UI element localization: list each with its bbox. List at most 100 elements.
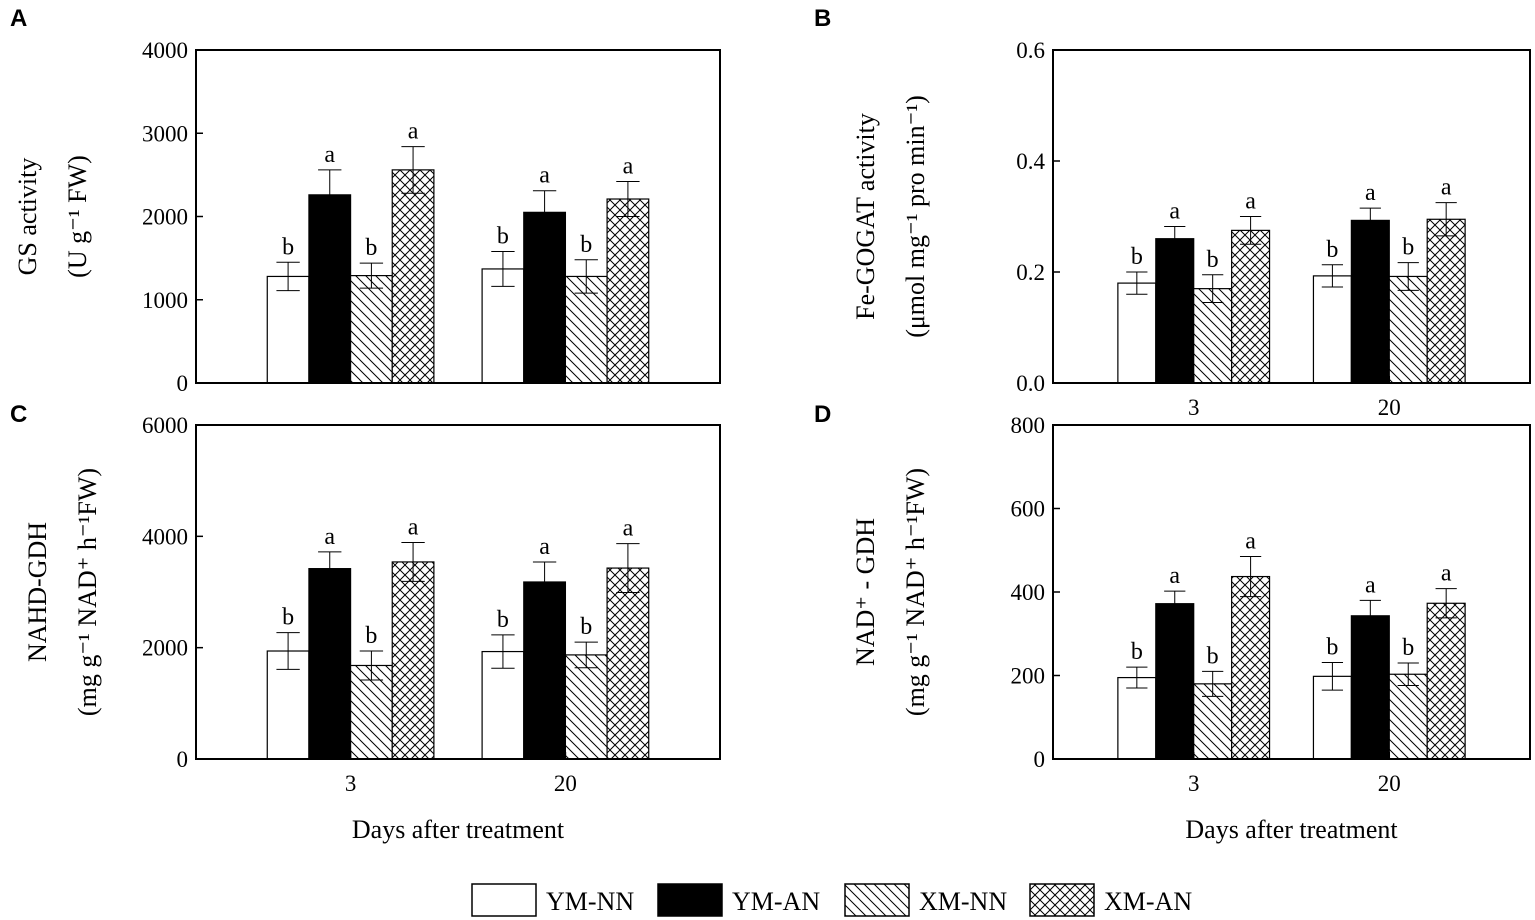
- error-bar: [1126, 271, 1148, 295]
- bar-ym-an-3: [308, 568, 352, 760]
- legend-swatch-xm-an: [1029, 883, 1095, 917]
- significance-letter: b: [580, 614, 592, 640]
- plot-frame: [1052, 49, 1531, 384]
- x-tick-label: 3: [1188, 771, 1200, 796]
- significance-letter: a: [1169, 198, 1180, 224]
- bar-ym-nn-3: [1117, 676, 1157, 760]
- bar-xm-nn-3: [349, 275, 393, 384]
- significance-letter: b: [282, 234, 294, 260]
- error-bar: [1126, 666, 1148, 689]
- significance-letter: a: [1365, 572, 1376, 598]
- error-bar: [1239, 216, 1262, 245]
- y-tick-label: 0.6: [1016, 38, 1045, 63]
- significance-letter: a: [1245, 529, 1256, 555]
- bar-ym-nn-20: [481, 268, 525, 384]
- x-tick-label: 3: [345, 771, 357, 796]
- error-bar: [532, 190, 557, 235]
- panel-letter: D: [814, 401, 831, 428]
- y-axis-label: (mg g⁻¹ NAD⁺ h⁻¹FW): [901, 468, 930, 716]
- bar-xm-an-20: [1426, 602, 1466, 760]
- y-tick-label: 400: [1011, 580, 1046, 605]
- y-axis-label: (U g⁻¹ FW): [63, 155, 92, 278]
- error-bar: [1164, 590, 1186, 617]
- y-tick-label: 1000: [142, 288, 188, 313]
- bar-ym-an-3: [308, 194, 352, 384]
- error-bar: [401, 146, 425, 194]
- panel-a: Ab b a a b b a a 0 1000 2000 3000 4000 GS activity (U …: [10, 5, 721, 396]
- y-tick-label: 0: [177, 747, 189, 772]
- error-bar: [491, 634, 515, 669]
- legend-label-xm-an: XM-AN: [1104, 887, 1192, 916]
- error-bar: [1359, 207, 1381, 234]
- legend-swatch-ym-nn: [471, 883, 537, 917]
- bar-xm-an-3: [391, 169, 435, 384]
- bar-xm-an-20: [1426, 218, 1466, 384]
- y-tick-label: 0.2: [1016, 260, 1045, 285]
- significance-letter: b: [1402, 235, 1414, 261]
- error-bar: [359, 262, 384, 289]
- significance-letter: b: [580, 232, 592, 258]
- error-bar: [1435, 202, 1457, 237]
- significance-letter: b: [1326, 237, 1338, 263]
- significance-letter: a: [324, 142, 335, 168]
- y-axis-label: NAHD-GDH: [23, 522, 52, 662]
- error-bar: [276, 632, 300, 670]
- significance-letter: a: [539, 163, 550, 189]
- error-bar: [318, 551, 342, 586]
- y-tick-label: 600: [1011, 497, 1046, 522]
- legend-swatch-ym-an: [657, 883, 723, 917]
- panel-c: Cb b a a b b a a 0 2000 4000 6000 3 20 NAHD-GDH (mg g⁻¹…: [10, 401, 721, 844]
- significance-letter: b: [497, 607, 509, 633]
- bar-ym-an-3: [1155, 238, 1195, 384]
- significance-letter: a: [623, 154, 634, 180]
- y-axis-label: NAD⁺ - GDH: [851, 518, 880, 666]
- y-axis-label: (mg g⁻¹ NAD⁺ h⁻¹FW): [73, 468, 102, 716]
- bar-xm-an-20: [606, 198, 650, 384]
- y-axis-label: (μmol mg⁻¹ pro min⁻¹): [901, 95, 930, 338]
- error-bar: [532, 561, 557, 603]
- significance-letter: b: [365, 235, 377, 261]
- panel-d: Db b a a b b a a 0 200 400 600 800 3 20 NAD⁺ - GDH (mg g…: [814, 401, 1531, 844]
- bar-xm-nn-3: [1193, 288, 1233, 384]
- error-bar: [574, 641, 598, 669]
- y-tick-label: 2000: [142, 205, 188, 230]
- bar-xm-an-3: [1231, 575, 1271, 760]
- bar-xm-nn-20: [1388, 673, 1428, 760]
- legend-label-xm-nn: XM-NN: [919, 887, 1007, 916]
- bar-xm-nn-3: [349, 664, 393, 760]
- significance-letter: a: [1365, 180, 1376, 206]
- bar-xm-nn-20: [564, 654, 608, 760]
- error-bar: [1321, 264, 1344, 288]
- error-bar: [1321, 662, 1344, 691]
- legend-label-ym-an: YM-AN: [732, 887, 820, 916]
- error-bar: [1435, 588, 1457, 619]
- y-tick-label: 200: [1011, 664, 1046, 689]
- y-tick-label: 0: [177, 371, 189, 396]
- plot-frame: [195, 424, 721, 760]
- error-bar: [1397, 662, 1419, 687]
- x-tick-label: 20: [1378, 771, 1401, 796]
- significance-letter: a: [324, 524, 335, 550]
- y-tick-label: 0.4: [1016, 149, 1045, 174]
- significance-letter: b: [1402, 635, 1414, 661]
- significance-letter: b: [282, 605, 294, 631]
- bar-ym-nn-3: [266, 275, 310, 384]
- error-bar: [616, 181, 640, 217]
- y-tick-label: 6000: [142, 413, 188, 438]
- x-tick-label: 20: [1378, 395, 1401, 420]
- significance-letter: a: [1245, 189, 1256, 215]
- bar-xm-an-20: [606, 567, 650, 760]
- x-axis-label: Days after treatment: [1185, 815, 1398, 844]
- bar-ym-an-20: [1350, 219, 1390, 384]
- significance-letter: b: [1131, 244, 1143, 270]
- y-tick-label: 0.0: [1016, 371, 1045, 396]
- legend-label-ym-nn: YM-NN: [546, 887, 634, 916]
- significance-letter: a: [1169, 563, 1180, 589]
- bar-ym-nn-20: [1312, 275, 1352, 384]
- bar-xm-an-3: [391, 561, 435, 760]
- legend-swatch-xm-nn: [844, 883, 910, 917]
- x-tick-label: 3: [1188, 395, 1200, 420]
- significance-letter: b: [497, 223, 509, 249]
